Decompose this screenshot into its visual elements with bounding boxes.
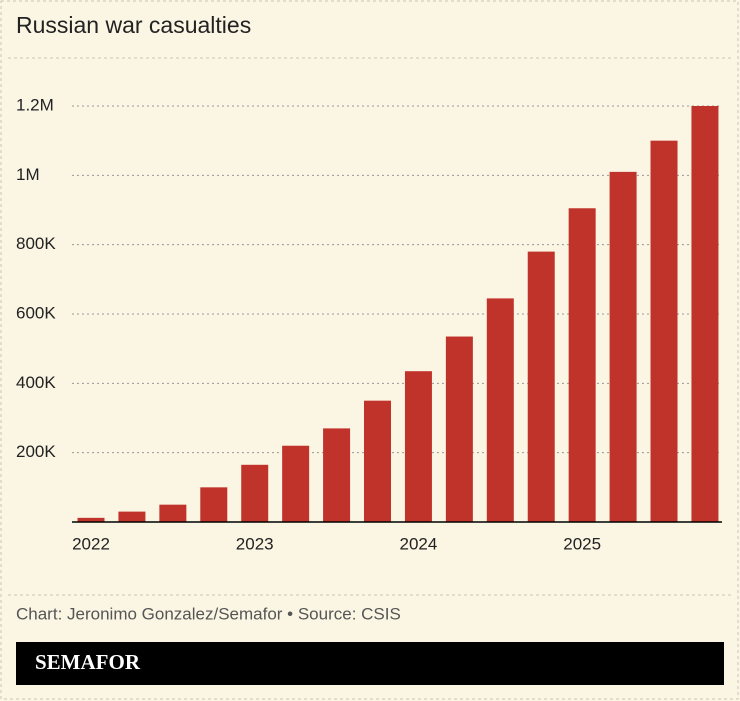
x-tick-label: 2023 [236,534,274,553]
bar [691,106,719,522]
bar [323,428,351,522]
bar [609,171,637,522]
x-tick-label: 2025 [563,534,601,553]
bar [364,400,392,522]
chart-title: Russian war casualties [16,12,251,38]
brand-bar [16,642,724,685]
bar [200,487,228,522]
bar [241,464,269,522]
y-tick-label: 1M [16,165,40,184]
bar [404,371,432,522]
bar [77,517,105,522]
bar [486,298,514,522]
bar [159,504,187,522]
source: Chart: Jeronimo Gonzalez/Semafor • Sourc… [16,604,401,623]
bar [568,208,596,522]
bar [650,140,678,522]
bar [445,336,473,522]
brand: SEMAFOR [35,650,141,674]
bar [527,251,555,522]
y-tick-label: 1.2M [16,95,54,114]
bar [282,445,310,522]
y-tick-label: 600K [16,303,56,322]
y-tick-label: 800K [16,234,56,253]
x-tick-label: 2024 [400,534,438,553]
bar [118,511,146,522]
y-tick-label: 200K [16,442,56,461]
x-tick-label: 2022 [72,534,110,553]
y-tick-label: 400K [16,373,56,392]
